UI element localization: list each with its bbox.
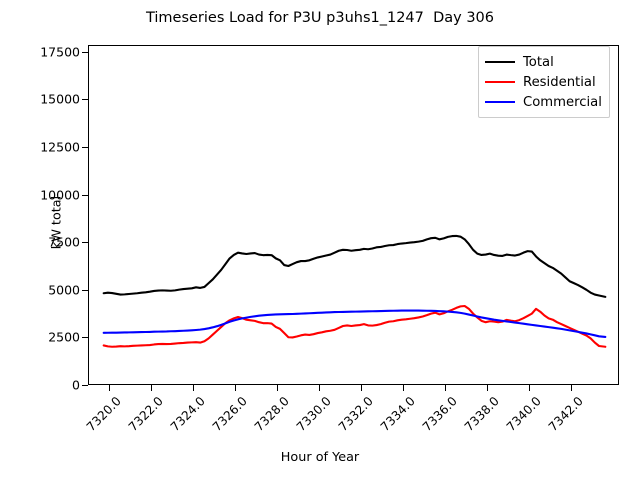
series-line <box>102 309 607 339</box>
series-line <box>102 304 607 348</box>
legend-item[interactable]: Total <box>485 52 602 72</box>
x-axis-tick-mark <box>276 385 278 391</box>
x-axis-tick-mark <box>150 385 152 391</box>
legend-line-swatch <box>485 101 515 103</box>
y-axis-tick-label: 17500 <box>40 44 80 60</box>
y-axis-tick-label: 0 <box>72 377 80 393</box>
y-axis-tick-mark <box>82 146 88 148</box>
x-axis-tick-mark <box>318 385 320 391</box>
y-axis-tick-label: 7500 <box>48 234 80 250</box>
x-axis-tick-mark <box>192 385 194 391</box>
y-axis-tick-label: 15000 <box>40 91 80 107</box>
x-axis-tick-mark <box>570 385 572 391</box>
legend-item[interactable]: Residential <box>485 72 602 92</box>
legend-label: Commercial <box>523 94 602 110</box>
y-axis-tick-label: 5000 <box>48 282 80 298</box>
series-lines <box>102 234 607 348</box>
y-axis-tick-mark <box>82 385 88 386</box>
y-axis-tick-mark <box>82 289 88 291</box>
x-axis-tick-mark <box>528 385 530 391</box>
x-axis-tick-mark <box>444 385 446 391</box>
x-axis-tick-mark <box>234 385 236 391</box>
x-axis-tick-mark <box>402 385 404 391</box>
page-title: Timeseries Load for P3U p3uhs1_1247 Day … <box>145 10 495 26</box>
y-axis-tick-label: 10000 <box>40 187 80 203</box>
legend-item[interactable]: Commercial <box>485 92 602 112</box>
x-axis-tick-mark <box>486 385 488 391</box>
legend-line-swatch <box>485 81 515 83</box>
y-axis-label: kW total <box>49 195 65 250</box>
y-axis-tick-mark <box>82 51 88 53</box>
legend-label: Residential <box>523 74 596 90</box>
x-axis-tick-mark <box>108 385 110 391</box>
y-axis-tick-mark <box>82 242 88 244</box>
y-axis-tick-mark <box>82 99 88 101</box>
x-axis-tick-mark <box>360 385 362 391</box>
y-axis-tick-label: 2500 <box>48 329 80 345</box>
chart-legend: Total Residential Commercial <box>478 46 610 118</box>
y-axis-tick-mark <box>82 194 88 196</box>
legend-label: Total <box>523 54 554 70</box>
y-axis-tick-labels: 0 2500 5000 7500 10000 12500 15000 17500 <box>0 0 80 480</box>
series-line <box>102 234 607 298</box>
legend-line-swatch <box>485 61 515 63</box>
y-axis-tick-label: 12500 <box>40 139 80 155</box>
x-axis-label: Hour of Year <box>280 450 360 465</box>
y-axis-tick-mark <box>82 337 88 339</box>
